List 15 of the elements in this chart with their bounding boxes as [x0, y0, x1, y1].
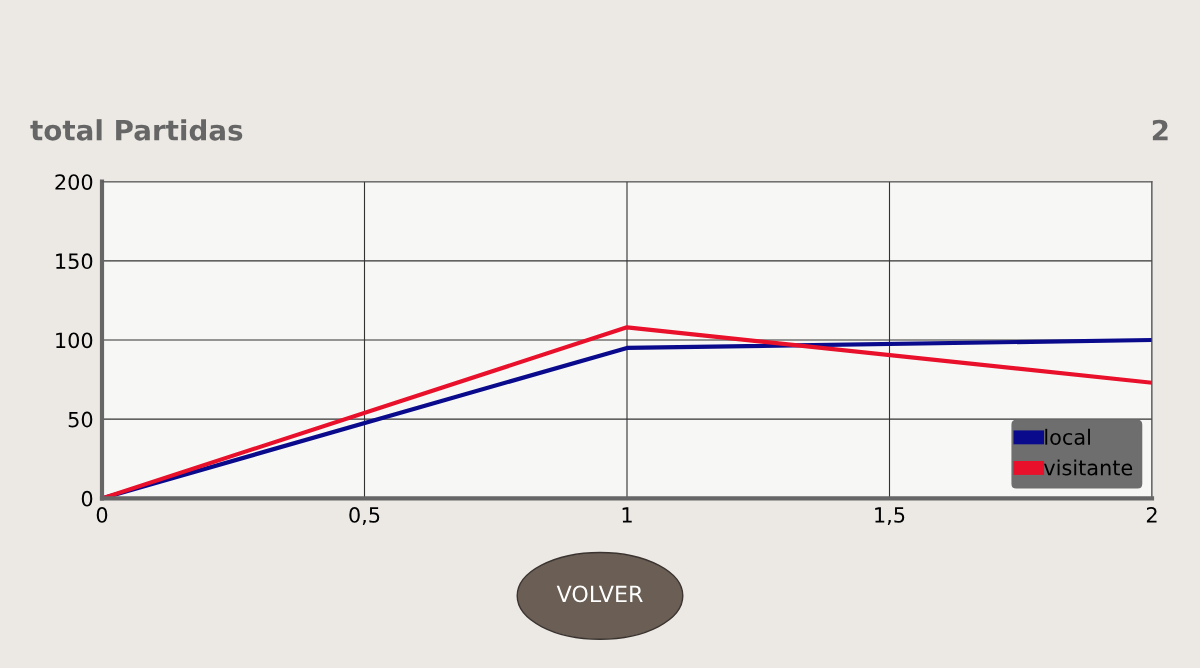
text: 2 — [1152, 119, 1168, 141]
x-tick-label: 1 — [622, 507, 632, 523]
x-tick-label: 2 — [1146, 507, 1157, 523]
legend-label: local — [1045, 428, 1090, 445]
x-tick-label: 0,5 — [349, 507, 380, 525]
x-tick-label: 1,5 — [875, 507, 905, 525]
chart-title: total Partidas — [30, 119, 243, 141]
x-tick-label: 0 — [96, 507, 108, 523]
y-tick-label: 200 — [55, 174, 93, 190]
y-tick-label: 150 — [56, 253, 93, 270]
y-tick-label: 100 — [56, 332, 93, 349]
text: VOLVER — [556, 585, 643, 603]
legend-label: visitante — [1043, 459, 1133, 476]
y-tick-label: 0 — [81, 490, 93, 507]
y-tick-label: 50 — [68, 411, 93, 428]
